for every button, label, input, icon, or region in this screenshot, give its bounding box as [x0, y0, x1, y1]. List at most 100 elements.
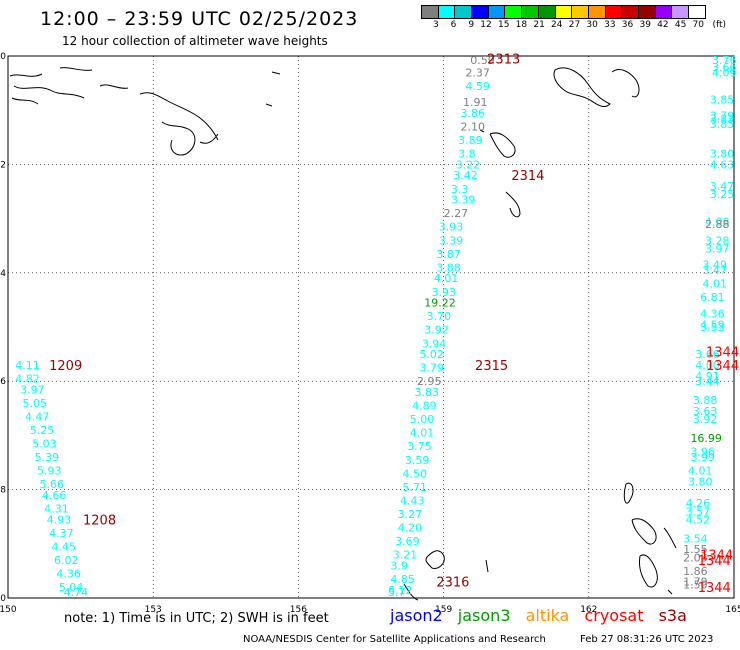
legend-label: 12 [480, 20, 492, 30]
map-title: 12:00 – 23:59 UTC 02/25/2023 [40, 8, 359, 30]
wave-height-value: 3.25 [710, 188, 735, 201]
satellite-cryosat: cryosat [584, 606, 644, 625]
wave-height-values: 0.592.374.591.913.862.103.893.83.223.423… [15, 54, 736, 599]
wave-height-value: 6.02 [54, 554, 78, 567]
wave-height-value: 4.00 [695, 359, 720, 372]
wave-height-value: 3.27 [398, 508, 423, 521]
wave-height-value: 3.47 [710, 180, 735, 193]
coastline-northeast [623, 482, 677, 595]
wave-height-value: 3.92 [693, 413, 718, 426]
y-tick-label: 20 [0, 594, 6, 604]
wave-height-value: 1.91 [463, 96, 488, 109]
legend-swatch [688, 5, 706, 19]
pass-id-label: 2316 [436, 576, 469, 591]
wave-height-value: 3.70 [427, 310, 452, 323]
x-tick-label: 159 [435, 605, 452, 615]
satellite-legend: jason2 jason3 altika cryosat s3a [390, 606, 697, 625]
legend-label: 33 [604, 20, 616, 30]
legend-label: 70 [692, 20, 704, 30]
legend-label: (ft) [712, 20, 726, 30]
legend-labels: 3 6 9 12 15 18 21 24 27 30 33 36 39 42 45 70 (ft) [421, 20, 726, 30]
wave-height-value: 3.97 [705, 242, 730, 255]
wave-height-value: 3.92 [424, 324, 449, 337]
legend-label: 18 [515, 20, 528, 30]
x-tick-label: 165 [725, 605, 740, 615]
legend-label: 27 [568, 20, 581, 30]
wave-height-value: 3.99 [690, 451, 715, 464]
wave-height-value: 2.88 [705, 218, 730, 231]
pass-id-label: 2313 [487, 53, 520, 68]
wave-height-value: 3.85 [710, 118, 735, 131]
coastline-marshall-west [9, 67, 281, 156]
coastline-wake-area [403, 550, 489, 601]
wave-height-value: 4.47 [25, 410, 50, 423]
wave-height-value: 3.57 [686, 505, 711, 518]
wave-height-value: 4.63 [710, 158, 735, 171]
wave-height-value: 4.50 [402, 467, 427, 480]
wave-height-value: 3.69 [395, 535, 420, 548]
wave-height-value: 4.59 [465, 80, 490, 93]
wave-height-value: 5.02 [419, 348, 444, 361]
wave-height-value: 5.93 [37, 465, 62, 478]
lat-lon-grid [7, 55, 735, 599]
wave-height-value: 4.26 [686, 497, 711, 510]
pass-id-label: 1209 [49, 359, 82, 374]
wave-height-value: 3.86 [461, 107, 486, 120]
wave-height-value: 3.79 [419, 362, 444, 375]
coastlines [9, 67, 677, 601]
wave-height-value: 0.59 [470, 54, 495, 67]
wave-height-value: 4.59 [700, 318, 725, 331]
legend-label: 45 [674, 20, 687, 30]
wave-height-value: 3.80 [688, 475, 713, 488]
coastline-marshall-east [479, 67, 640, 218]
wave-height-value: 4.09 [712, 66, 737, 79]
wave-height-value: 1.79 [683, 576, 708, 589]
wave-height-value: 16.99 [690, 432, 722, 445]
wave-height-value: 3.94 [422, 337, 447, 350]
wave-height-value: 6.12 [388, 584, 413, 597]
wave-height-value: 3.96 [690, 446, 715, 459]
x-tick-label: 150 [0, 605, 17, 615]
wave-height-value: 3.3 [451, 183, 469, 196]
wave-height-value: 4.93 [47, 513, 72, 526]
wave-height-value: 3.42 [453, 169, 478, 182]
wave-height-value: 4.66 [42, 489, 67, 502]
wave-height-value: 4.31 [44, 503, 69, 516]
wave-height-value: 5.66 [39, 478, 64, 491]
wave-height-value: 3.28 [705, 234, 730, 247]
wave-height-value: 3.88 [436, 261, 461, 274]
wave-height-value: 3.87 [436, 248, 461, 261]
wave-height-value: 4.36 [700, 307, 725, 320]
wave-height-value: 3.97 [20, 383, 44, 396]
wave-height-value: 4.43 [400, 494, 425, 507]
legend-label: 30 [586, 20, 598, 30]
wave-height-value: 3.21 [393, 549, 418, 562]
pass-id-label: 2315 [475, 359, 508, 374]
wave-height-value: 3.47 [703, 264, 728, 277]
x-tick-label: 153 [145, 605, 162, 615]
wave-height-value: 3.44 [695, 375, 720, 388]
wave-height-value: 4.52 [686, 513, 711, 526]
wave-height-value: 4.20 [398, 522, 423, 535]
wave-height-value: 3.39 [451, 194, 476, 207]
satellite-s3a: s3a [658, 606, 687, 625]
wave-height-value: 5.03 [32, 438, 57, 451]
pass-id-label: 1344 [706, 345, 739, 360]
wave-height-value: 5.04 [59, 581, 84, 594]
x-tick-label: 162 [580, 605, 597, 615]
wave-height-value: 4.36 [56, 568, 81, 581]
wave-height-value: 4.89 [412, 400, 437, 413]
wave-height-value: 4.37 [49, 527, 74, 540]
wave-height-value: 2.95 [417, 375, 442, 388]
wave-height-value: 4.45 [52, 541, 76, 554]
wave-height-value: 4.11 [15, 359, 40, 372]
satellite-jason3: jason3 [457, 606, 511, 625]
legend-label: 24 [551, 20, 563, 30]
y-tick-label: 14 [0, 269, 6, 279]
wave-height-value: 3.76 [712, 54, 737, 67]
wave-height-value: 4.08 [705, 215, 730, 228]
wave-height-value: 3.59 [405, 454, 430, 467]
wave-height-value: 4.91 [695, 370, 720, 383]
wave-height-value: 2.03 [683, 551, 708, 564]
